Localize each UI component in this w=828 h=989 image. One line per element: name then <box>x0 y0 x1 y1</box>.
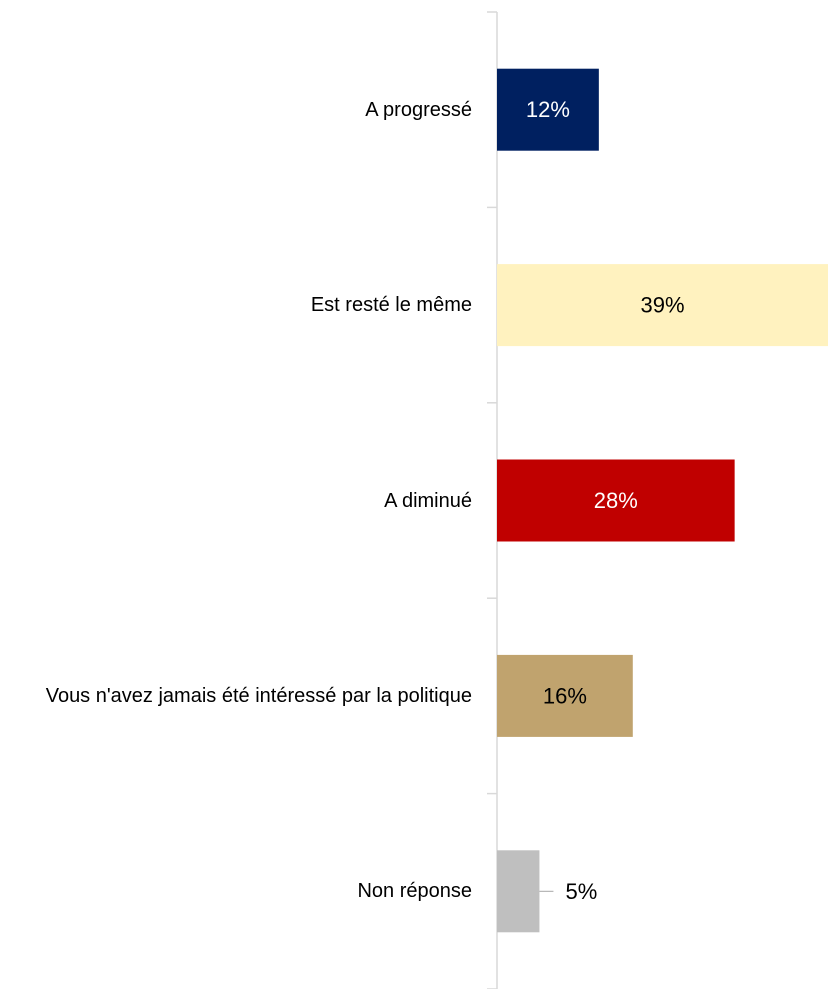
category-label: Non réponse <box>357 880 472 903</box>
value-label: 28% <box>594 488 638 513</box>
value-label: 12% <box>526 97 570 122</box>
value-label: 16% <box>543 683 587 708</box>
value-label: 5% <box>566 879 598 904</box>
value-label: 39% <box>640 293 684 318</box>
bar <box>497 654 633 737</box>
bar <box>497 459 735 542</box>
category-label: Vous n'avez jamais été intéressé par la … <box>45 684 472 707</box>
bar <box>497 68 599 151</box>
bar <box>497 850 540 933</box>
bar <box>497 264 828 347</box>
category-label: Est resté le même <box>310 294 472 317</box>
category-label: A progressé <box>365 98 472 121</box>
category-label: A diminué <box>384 489 472 512</box>
